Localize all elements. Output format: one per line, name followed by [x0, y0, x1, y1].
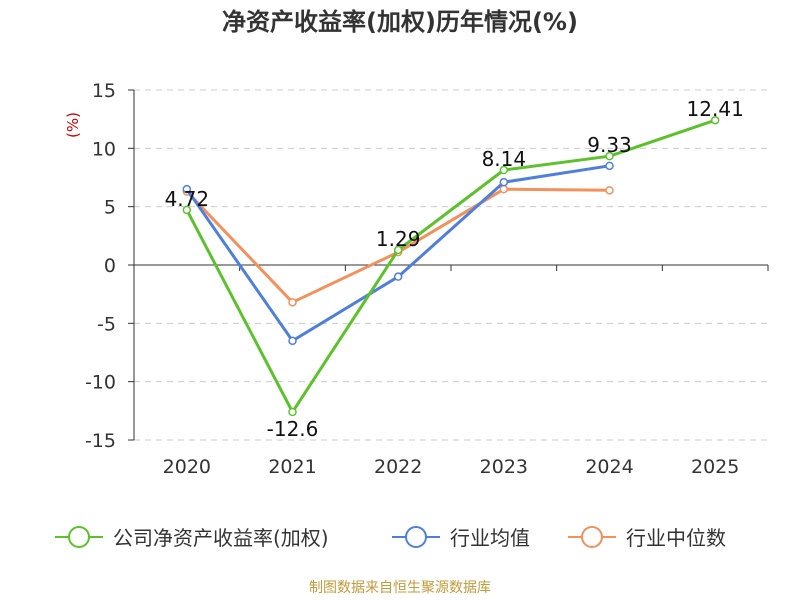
data-point	[393, 272, 403, 281]
legend-label: 行业均值	[450, 526, 530, 550]
y-tick-label: -5	[97, 313, 116, 335]
legend[interactable]: 公司净资产收益率(加权) 行业均值 行业中位数	[55, 526, 726, 550]
data-point	[288, 298, 297, 307]
legend-item[interactable]: 公司净资产收益率(加权)	[55, 526, 329, 550]
data-label: -12.6	[267, 417, 319, 441]
y-tick-label: -15	[85, 430, 116, 452]
data-label: 8.14	[482, 147, 527, 171]
x-tick-label: 2022	[374, 456, 422, 478]
series-line	[185, 118, 716, 414]
x-tick-label: 2020	[163, 456, 211, 478]
data-point	[288, 336, 297, 346]
data-point	[288, 407, 297, 417]
data-label: 4.72	[165, 187, 210, 211]
data-point	[605, 151, 614, 161]
data-label: 12.41	[687, 97, 744, 121]
data-point	[710, 115, 720, 125]
y-tick-label: 5	[104, 197, 116, 219]
y-tick-label: 0	[104, 255, 116, 277]
y-tick-label: 15	[92, 80, 116, 102]
data-point	[182, 205, 192, 215]
legend-item[interactable]: 行业均值	[392, 526, 530, 550]
legend-label: 行业中位数	[626, 526, 726, 550]
chart-title: 净资产收益率(加权)历年情况(%)	[222, 8, 578, 36]
y-tick-label: -10	[85, 372, 116, 394]
data-label: 1.29	[376, 227, 421, 251]
x-tick-label: 2024	[585, 456, 633, 478]
x-tick-label: 2021	[268, 456, 316, 478]
data-point	[499, 184, 509, 194]
legend-marker	[405, 526, 427, 548]
grid	[134, 89, 768, 441]
data-point	[182, 184, 192, 194]
data-point	[605, 161, 614, 171]
data-point	[393, 245, 403, 255]
axes: 15 10 5 0 -5 -10 -15 2020 2021 2022 2023 2024 2025	[85, 80, 769, 478]
data-label: 9.33	[587, 133, 632, 157]
y-axis-unit-label: (%)	[64, 112, 82, 138]
source-note: 制图数据来自恒生聚源数据库	[309, 580, 491, 596]
x-tick-label: 2023	[480, 456, 528, 478]
series	[182, 115, 720, 417]
legend-item[interactable]: 行业中位数	[568, 526, 726, 550]
data-point	[499, 177, 509, 187]
legend-marker	[68, 526, 90, 548]
legend-label: 公司净资产收益率(加权)	[113, 526, 329, 550]
x-tick-label: 2025	[691, 456, 739, 478]
data-point	[499, 165, 509, 175]
y-tick-label: 10	[92, 138, 116, 160]
data-point	[605, 186, 614, 195]
data-labels: 4.72 -12.6 1.29 8.14 9.33 12.41	[165, 97, 744, 441]
legend-marker	[581, 526, 603, 548]
